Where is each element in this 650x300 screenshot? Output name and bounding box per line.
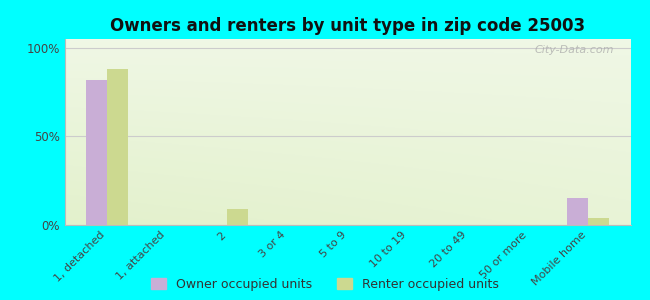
Text: City-Data.com: City-Data.com bbox=[534, 45, 614, 55]
Title: Owners and renters by unit type in zip code 25003: Owners and renters by unit type in zip c… bbox=[111, 17, 585, 35]
Bar bbox=[227, 209, 248, 225]
Bar bbox=[588, 218, 610, 225]
Bar bbox=[567, 198, 588, 225]
Bar bbox=[107, 69, 128, 225]
Bar bbox=[86, 80, 107, 225]
Legend: Owner occupied units, Renter occupied units: Owner occupied units, Renter occupied un… bbox=[151, 278, 499, 291]
